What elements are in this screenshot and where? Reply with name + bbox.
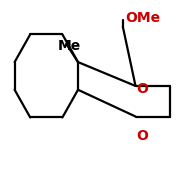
Text: Me: Me [58, 39, 81, 53]
Text: OMe: OMe [125, 11, 160, 25]
Text: O: O [136, 82, 148, 96]
Text: O: O [136, 129, 148, 143]
